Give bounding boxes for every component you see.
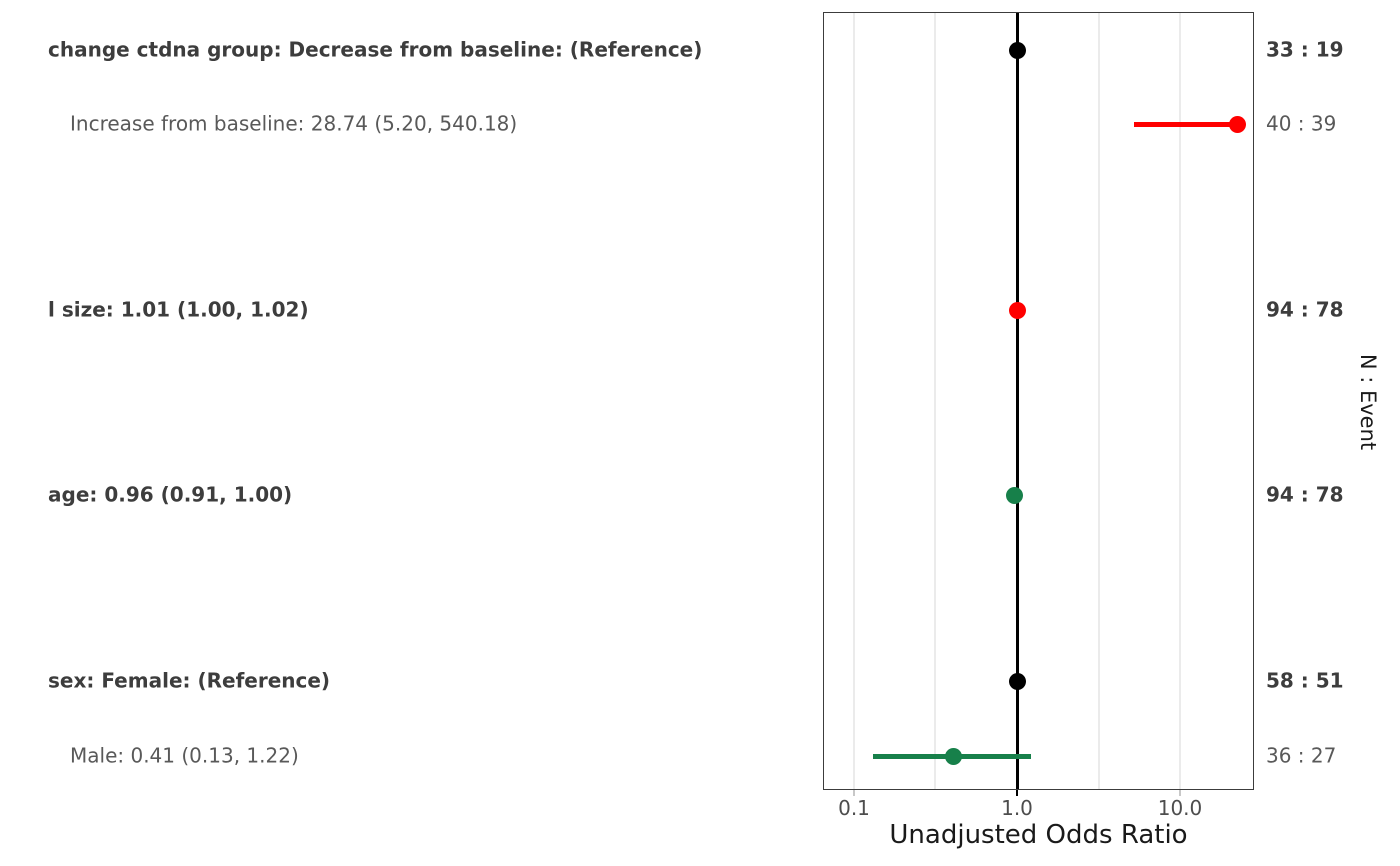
gridline <box>1097 12 1100 790</box>
n-event-label: 33 : 19 <box>1266 37 1344 62</box>
gridline <box>853 12 855 790</box>
x-tick-label: 1.0 <box>1001 796 1033 820</box>
estimate-dot <box>1228 115 1246 133</box>
x-tick-label: 0.1 <box>838 796 870 820</box>
n-event-label: 40 : 39 <box>1266 111 1337 136</box>
estimate-dot <box>1005 486 1023 504</box>
n-event-label: 58 : 51 <box>1266 668 1344 693</box>
x-tick-label: 10.0 <box>1157 796 1203 820</box>
x-axis-title: Unadjusted Odds Ratio <box>889 820 1188 850</box>
plot-panel <box>823 12 1254 790</box>
estimate-dot <box>1009 301 1027 319</box>
reference-line <box>1015 12 1019 790</box>
estimate-dot <box>1008 41 1026 59</box>
n-event-label: 94 : 78 <box>1266 297 1344 322</box>
x-tick-mark <box>1179 790 1181 796</box>
row-label: Increase from baseline: 28.74 (5.20, 540… <box>70 111 518 136</box>
x-tick-mark <box>853 790 855 796</box>
estimate-dot <box>1008 672 1026 690</box>
row-label: Male: 0.41 (0.13, 1.22) <box>70 743 299 768</box>
n-event-label: 36 : 27 <box>1266 743 1337 768</box>
n-event-label: 94 : 78 <box>1266 482 1344 507</box>
gridline <box>1179 12 1181 790</box>
right-axis-title: N : Event <box>1356 353 1380 451</box>
row-label: age: 0.96 (0.91, 1.00) <box>48 482 293 507</box>
ci-line <box>1133 121 1237 127</box>
gridline <box>934 12 937 790</box>
estimate-dot <box>945 747 963 765</box>
x-tick-mark <box>1016 790 1018 796</box>
row-label: sex: Female: (Reference) <box>48 668 331 693</box>
row-label: l size: 1.01 (1.00, 1.02) <box>48 297 309 322</box>
row-label: change ctdna group: Decrease from baseli… <box>48 37 703 62</box>
